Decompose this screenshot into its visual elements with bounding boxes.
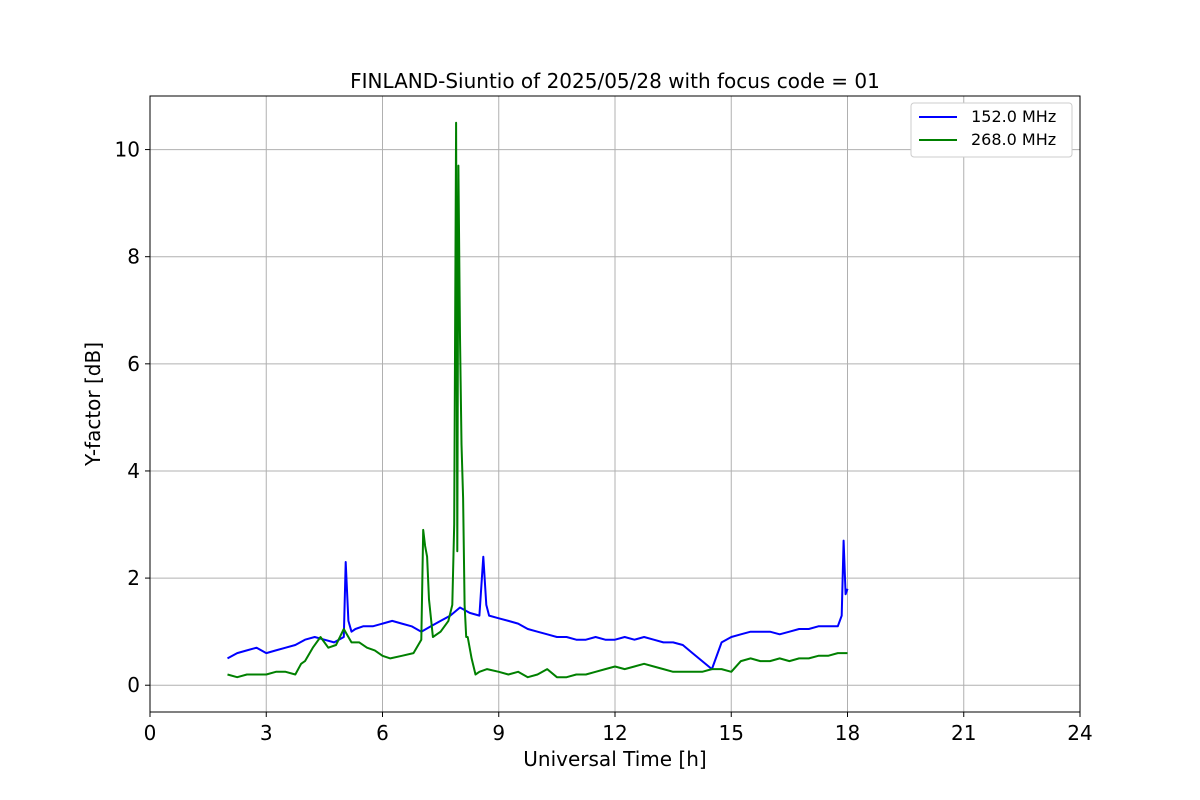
x-tick-label: 12 bbox=[602, 721, 627, 745]
series-line-268mhz bbox=[227, 121, 848, 679]
series-lines bbox=[227, 121, 849, 679]
chart-title: FINLAND-Siuntio of 2025/05/28 with focus… bbox=[350, 69, 880, 93]
legend: 152.0 MHz 268.0 MHz bbox=[910, 102, 1073, 158]
x-tick-label: 6 bbox=[376, 721, 389, 745]
legend-label-152mhz: 152.0 MHz bbox=[966, 107, 1056, 126]
legend-label-268mhz: 268.0 MHz bbox=[971, 130, 1056, 149]
y-axis-label: Y-factor [dB] bbox=[81, 342, 105, 467]
x-tick-label: 9 bbox=[492, 721, 505, 745]
x-axis-label: Universal Time [h] bbox=[523, 747, 706, 771]
gridlines bbox=[149, 96, 1081, 712]
y-tick-label: 0 bbox=[127, 673, 140, 697]
y-tick-label: 8 bbox=[127, 245, 140, 269]
x-tick-label: 21 bbox=[951, 721, 976, 745]
y-tick-label: 2 bbox=[127, 566, 140, 590]
x-tick-label: 0 bbox=[144, 721, 157, 745]
x-tick-label: 3 bbox=[260, 721, 273, 745]
y-tick-label: 6 bbox=[127, 352, 140, 376]
x-tick-label: 18 bbox=[835, 721, 860, 745]
x-tick-label: 24 bbox=[1067, 721, 1092, 745]
y-tick-label: 4 bbox=[127, 459, 140, 483]
y-tick-label: 10 bbox=[115, 138, 140, 162]
x-tick-label: 15 bbox=[719, 721, 744, 745]
series-line-152mhz bbox=[227, 539, 849, 671]
